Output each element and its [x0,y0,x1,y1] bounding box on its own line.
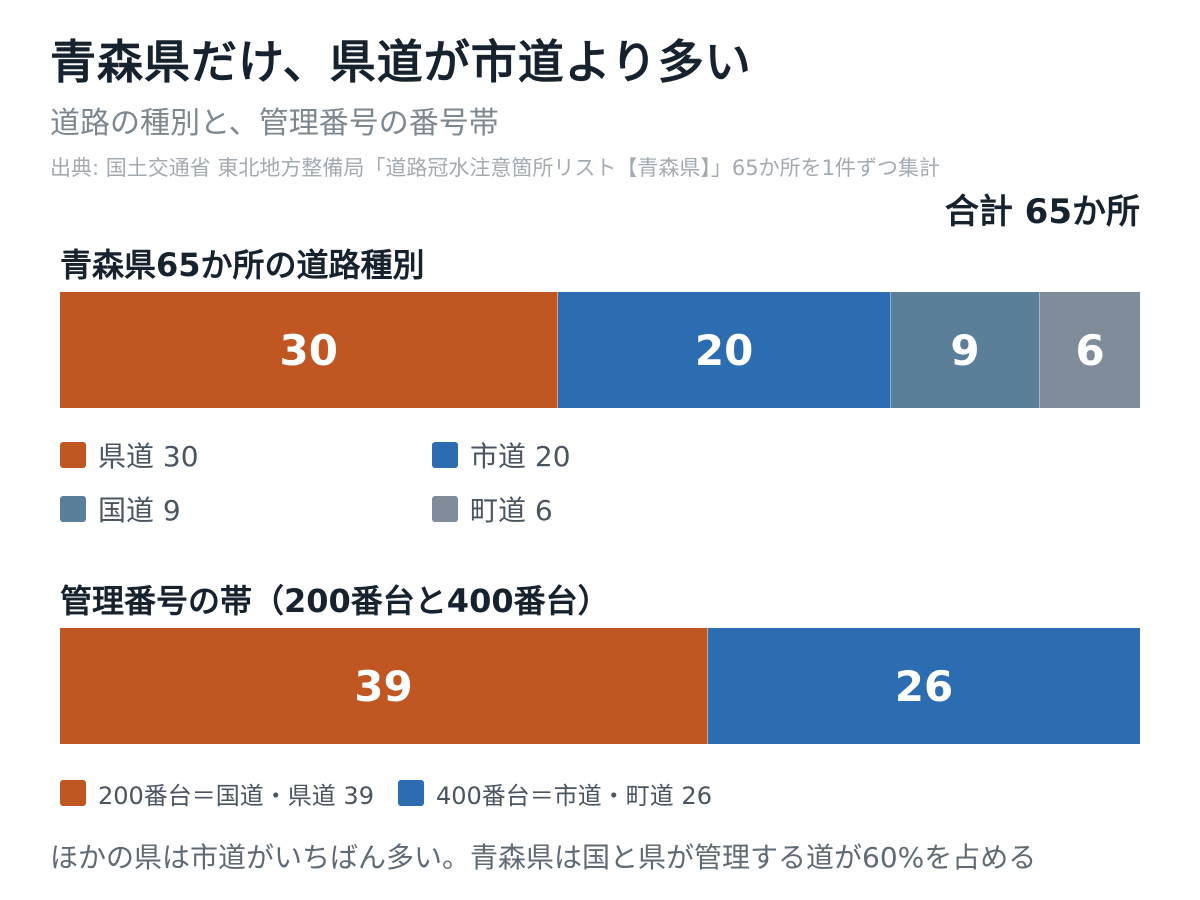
road-type-legend-swatch [60,442,86,468]
road-type-legend-item: 町道 6 [432,490,804,528]
chart-subtitle: 道路の種別と、管理番号の番号帯 [50,106,499,141]
number-band-legend-swatch [60,780,86,806]
footnote: ほかの県は市道がいちばん多い。青森県は国と県が管理する道が60%を占める [50,841,1037,874]
number-band-legend-label: 400番台＝市道・町道 26 [435,781,712,810]
number-band-legend-item: 200番台＝国道・県道 39 [60,774,374,812]
road-type-legend-item: 市道 20 [432,436,804,474]
road-type-legend-swatch [432,442,458,468]
number-band-segment-value-label: 39 [354,661,413,711]
road-type-legend-swatch [60,496,86,522]
road-type-legend: 県道 30 市道 20 国道 9 町道 6 [60,436,1140,528]
road-type-legend-label: 市道 20 [470,440,571,473]
road-type-segment-value-label: 9 [950,325,980,375]
number-band-segment: 39 [60,628,708,744]
road-type-segment: 6 [1040,292,1140,408]
chart-title: 青森県だけ、県道が市道より多い [50,35,752,89]
number-band-legend-label: 200番台＝国道・県道 39 [98,781,374,810]
road-type-segment-value-label: 20 [694,325,754,375]
road-type-legend-item: 県道 30 [60,436,432,474]
road-type-legend-label: 町道 6 [470,494,553,527]
road-type-segment: 9 [890,292,1041,408]
road-type-legend-label: 国道 9 [98,494,181,527]
road-type-segment-value-label: 30 [279,325,338,375]
number-band-segment: 26 [708,628,1140,744]
road-type-chart-title: 青森県65か所の道路種別 [60,246,425,284]
number-band-chart-title: 管理番号の帯（200番台と400番台） [60,582,610,620]
road-type-segment: 30 [60,292,559,408]
total-label: 合計 65か所 [944,192,1140,232]
road-type-legend-swatch [432,496,458,522]
road-type-legend-label: 県道 30 [98,440,199,473]
road-type-stacked-bar: 30 20 9 6 [60,292,1140,408]
number-band-segment-value-label: 26 [894,661,954,711]
road-type-legend-item: 国道 9 [60,490,432,528]
number-band-legend-swatch [397,780,424,806]
number-band-legend: 200番台＝国道・県道 39 400番台＝市道・町道 26 [60,774,1140,812]
road-type-segment: 20 [558,292,891,408]
road-type-segment-value-label: 6 [1075,325,1105,375]
number-band-stacked-bar: 39 26 [60,628,1140,744]
source-note: 出典: 国土交通省 東北地方整備局「道路冠水注意箇所リスト【青森県】」65か所を… [50,156,941,180]
number-band-legend-item: 400番台＝市道・町道 26 [397,774,712,812]
